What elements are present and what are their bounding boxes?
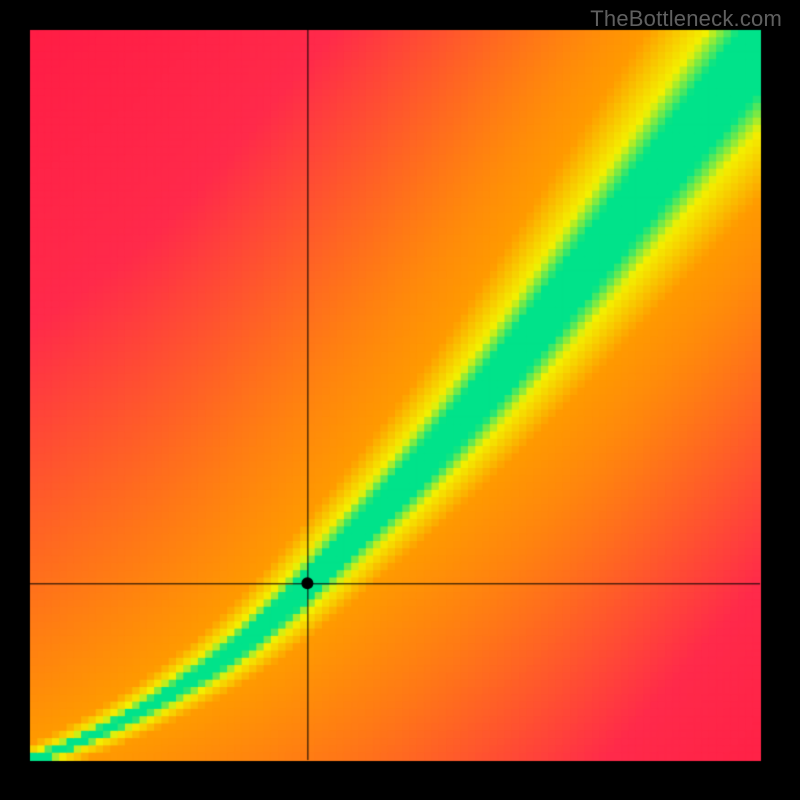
heatmap-canvas	[0, 0, 800, 800]
bottleneck-heatmap-container: TheBottleneck.com	[0, 0, 800, 800]
watermark-text: TheBottleneck.com	[590, 6, 782, 32]
